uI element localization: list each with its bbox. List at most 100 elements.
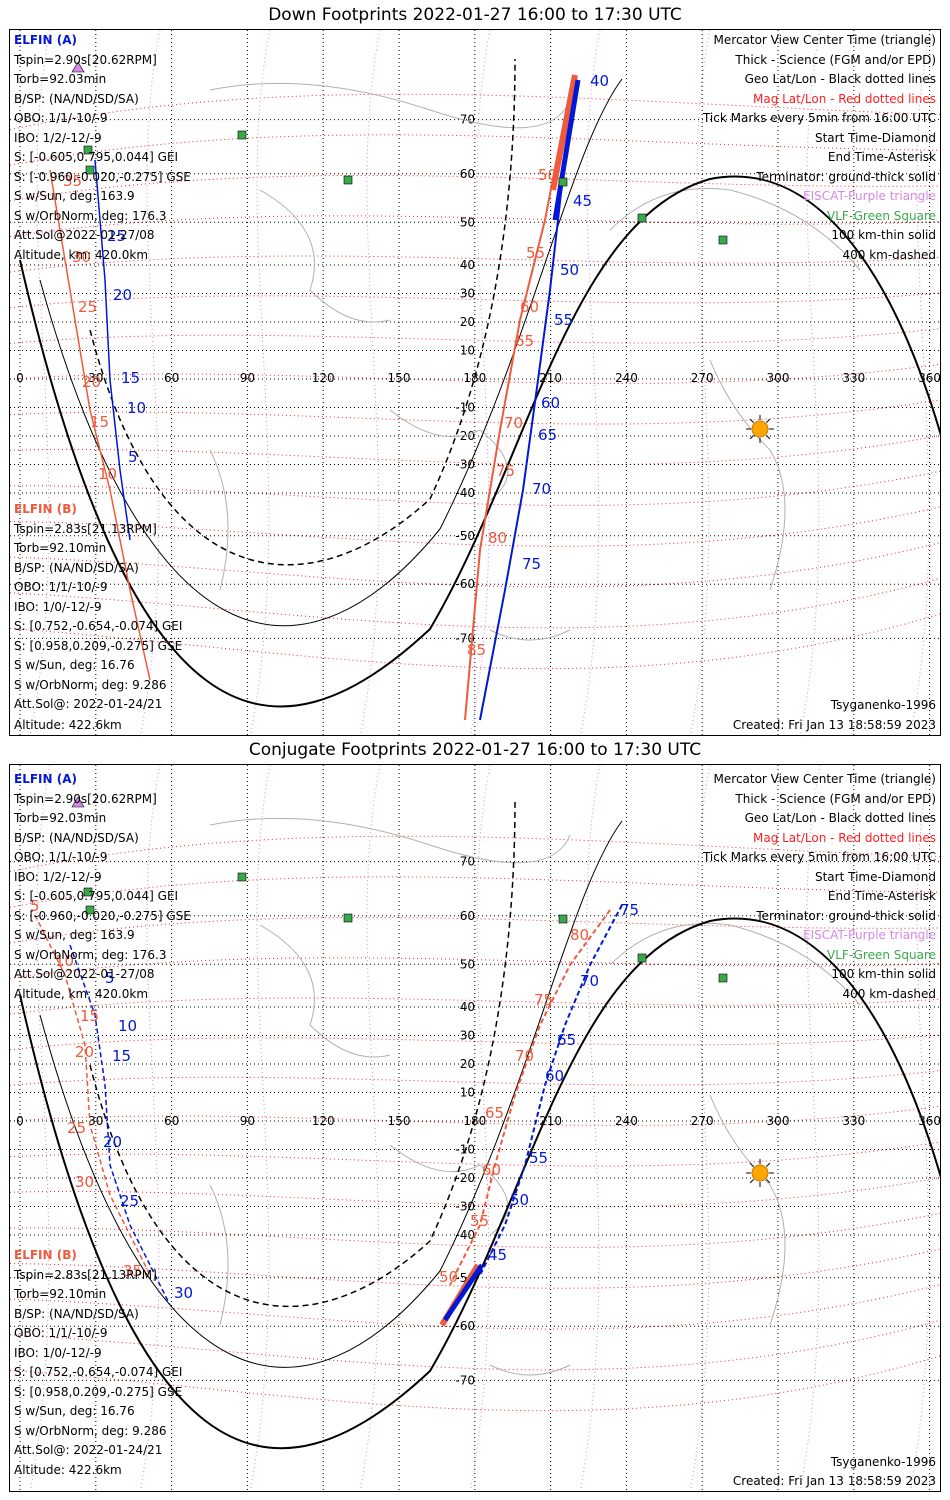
longitude-label: 30 (88, 371, 103, 385)
longitude-label: 150 (388, 1114, 411, 1128)
legend-item: VLF-Green Square (827, 947, 936, 962)
longitude-label: 240 (615, 1114, 638, 1128)
elfin-a-science-segment (552, 79, 581, 221)
mag-lat-line (10, 1070, 940, 1086)
legend-item: 100 km-thin solid (831, 967, 936, 981)
latitude-label: 50 (460, 957, 475, 971)
elfin-a-label: ELFIN (A) (14, 772, 77, 786)
elfin-a-tick-label: 50 (510, 1191, 529, 1209)
elfin-b-tick-label: 80 (488, 529, 507, 547)
coastline (389, 409, 509, 501)
elfin-a-line: S: [-0.960,-0.020,-0.275] GSE (14, 908, 191, 923)
latitude-label: -40 (455, 1228, 475, 1242)
coastline (209, 1184, 229, 1326)
elfin-b-altitude: Altitude: 422.6km (14, 718, 122, 732)
elfin-a-tick-label: 60 (545, 1067, 564, 1085)
elfin-a-line: S w/Sun, deg: 163.9 (14, 189, 135, 203)
elfin-b-tick-label: 50 (538, 166, 557, 184)
vlf-station-square (85, 165, 95, 175)
latitude-label: -10 (455, 401, 475, 415)
subsolar-sun-icon (751, 420, 769, 438)
vlf-station-square (343, 175, 353, 185)
mag-lon-line (579, 30, 601, 735)
elfin-b-tick-label: 55 (470, 1212, 489, 1230)
legend-item: End Time-Asterisk (827, 889, 936, 903)
latitude-label: 50 (460, 215, 475, 229)
elfin-a-line: B/SP: (NA/ND/SD/SA) (14, 830, 139, 845)
altitude-100km-line (39, 820, 623, 1368)
elfin-a-line: OBO: 1/1/-10/-9 (14, 850, 108, 864)
elfin-a-tick-label: 5 (105, 969, 115, 987)
longitude-label: 210 (539, 371, 562, 385)
latitude-label: 40 (460, 1000, 475, 1014)
elfin-a-tick-label: 25 (120, 1192, 139, 1210)
mag-lon-line (359, 765, 381, 1491)
longitude-label: 30 (88, 1114, 103, 1128)
longitude-label: 90 (240, 371, 255, 385)
elfin-a-tick-label: 20 (113, 286, 132, 304)
elfin-b-tick-label: 10 (98, 465, 117, 483)
mag-lon-line (909, 30, 931, 735)
elfin-a-line: Tspin=2.90s[20.62RPM] (14, 791, 157, 806)
latitude-label: -50 (455, 529, 475, 543)
legend-item: 400 km-dashed (842, 986, 936, 1001)
elfin-a-tick-label: 40 (590, 72, 609, 90)
elfin-b-tick-label: 35 (123, 1262, 142, 1280)
model-label: Tsyganenko-1996 (830, 1455, 936, 1469)
elfin-b-tick-label: 15 (80, 1007, 99, 1025)
elfin-b-tick-label: 65 (485, 1104, 504, 1122)
elfin-a-line: Torb=92.03min (14, 72, 107, 86)
altitude-400km-line (89, 58, 516, 566)
elfin-a-tick-label: 5 (128, 448, 138, 466)
mag-lat-line (10, 328, 940, 344)
vlf-station-square (85, 905, 95, 915)
longitude-label: 0 (16, 1114, 24, 1128)
legend-item: Start Time-Diamond (814, 869, 936, 884)
vlf-station-square (237, 130, 247, 140)
elfin-b-line: Altitude: 422.6km (14, 1462, 122, 1477)
mag-lon-line (29, 30, 51, 735)
elfin-b-line: Torb=92.10min (14, 1287, 107, 1301)
sun-ray (749, 1179, 754, 1184)
latitude-label: 20 (460, 1057, 475, 1071)
mag-lat-line (10, 613, 940, 670)
elfin-b-tick-label: 10 (55, 952, 74, 970)
vlf-station-square (83, 887, 93, 897)
elfin-a-line: S: [-0.960,-0.020,-0.275] GSE (14, 169, 191, 184)
created-timestamp: Created: Fri Jan 13 18:58:59 2023 (732, 1474, 936, 1488)
elfin-a-label: ELFIN (A) (14, 33, 77, 47)
elfin-a-line: S w/OrbNorm, deg: 176.3 (14, 208, 167, 223)
legend-item: End Time-Asterisk (827, 150, 936, 164)
elfin-b-line: IBO: 1/0/-12/-9 (14, 1345, 102, 1360)
elfin-b-label: ELFIN (B) (14, 1248, 77, 1262)
elfin-b-line: S w/Sun, deg: 16.76 (14, 1404, 135, 1418)
elfin-b-line: S w/OrbNorm, deg: 9.286 (14, 1423, 167, 1438)
elfin-b-line: S: [0.958,0.209,-0.275] GSE (14, 638, 183, 653)
elfin-b-info: ELFIN (B) Tspin=2.83s[21.13RPM] Torb=92.… (14, 500, 182, 715)
elfin-b-tick-label: 50 (439, 1268, 458, 1286)
elfin-a-tick-label: 75 (522, 555, 541, 573)
latitude-label: -30 (455, 458, 475, 472)
coastline (489, 629, 571, 641)
elfin-b-tick-label: 5 (30, 897, 40, 915)
vlf-station-square (83, 145, 93, 155)
longitude-label: 150 (388, 371, 411, 385)
latitude-label: -20 (455, 429, 475, 443)
panel-title-conjugate: Conjugate Footprints 2022-01-27 16:00 to… (248, 740, 702, 760)
coastline (209, 82, 571, 129)
elfin-b-line: Tspin=2.83s[21.13RPM] (14, 1267, 157, 1282)
elfin-b-tick-label: 85 (467, 641, 486, 659)
mag-lon-line (689, 30, 711, 735)
elfin-b-line: Att.Sol@: 2022-01-24/21 (14, 697, 163, 711)
elfin-b-tick-label: 75 (496, 462, 515, 480)
elfin-a-line: Att.Sol@2022-01-27/08 (14, 967, 155, 981)
legend-item: 100 km-thin solid (831, 228, 936, 242)
mag-lat-line (10, 292, 940, 309)
elfin-b-line: IBO: 1/0/-12/-9 (14, 599, 102, 614)
mag-lon-line (359, 30, 381, 735)
longitude-label: 330 (842, 371, 865, 385)
latitude-label: -20 (455, 1171, 475, 1185)
elfin-a-line: IBO: 1/2/-12/-9 (14, 869, 102, 884)
legend-item: VLF-Green Square (827, 208, 936, 223)
subsolar-sun-icon (751, 1164, 769, 1182)
